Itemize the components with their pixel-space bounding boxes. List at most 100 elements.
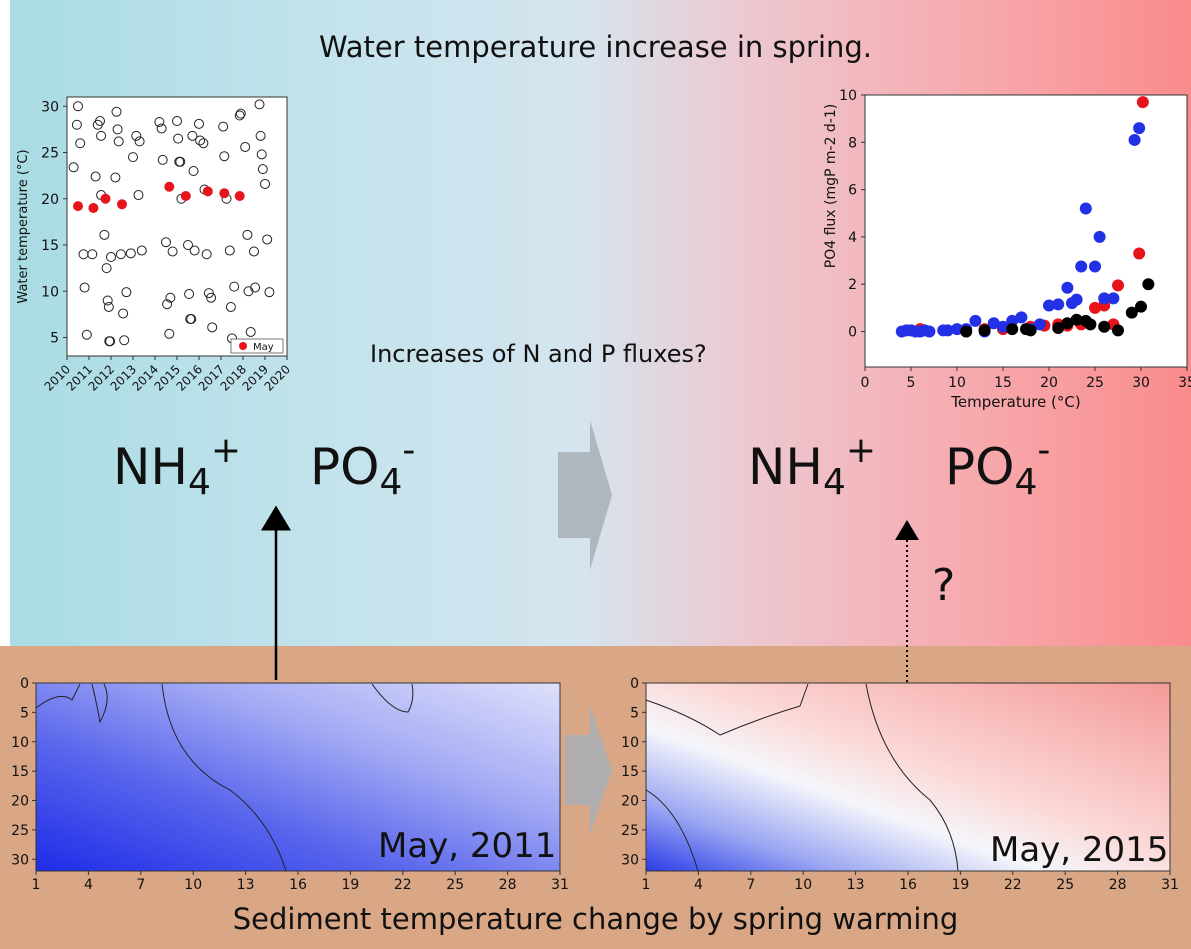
data-point (175, 156, 186, 167)
transition-arrow-top (558, 420, 612, 570)
data-point-may (88, 203, 99, 213)
plot-frame (66, 96, 288, 357)
y-tick-label: 10 (839, 88, 857, 104)
data-point-black (978, 324, 991, 337)
data-point (262, 234, 273, 245)
x-tick-label: 30 (1132, 375, 1150, 391)
y-tick-label: 20 (621, 794, 639, 810)
data-point-red (1133, 247, 1146, 260)
x-tick-label: 16 (899, 877, 917, 893)
ammonium-formula-left: NH4+ (113, 430, 242, 503)
y-tick-label: 0 (630, 676, 639, 692)
data-point-blue (987, 317, 1000, 330)
data-point-may (73, 201, 83, 212)
x-tick-label: 31 (1161, 877, 1179, 893)
phosphate-formula-left: PO4- (310, 430, 416, 503)
data-point (172, 116, 182, 127)
x-tick-label: 15 (994, 375, 1012, 391)
y-tick-label: 25 (11, 823, 29, 839)
question-text: Increases of N and P fluxes? (370, 340, 707, 368)
heatmap-label-2015: May, 2015 (990, 830, 1169, 870)
data-point (201, 249, 212, 260)
data-point (167, 246, 178, 257)
data-point-may (234, 190, 245, 201)
data-point (189, 245, 200, 256)
data-point-may (100, 193, 111, 204)
data-point-blue (1133, 122, 1146, 135)
x-tick-label: 19 (951, 877, 969, 893)
y-axis-label: Water temperature (°C) (16, 149, 31, 303)
data-point-red (1136, 96, 1149, 109)
y-tick-label: 5 (630, 705, 639, 721)
data-point-black (960, 325, 973, 338)
data-point (115, 249, 126, 260)
data-point-black (1061, 317, 1074, 330)
main-title: Water temperature increase in spring. (318, 30, 873, 64)
data-point-black (1006, 323, 1019, 336)
x-tick-label: 22 (394, 877, 412, 893)
x-tick-label: 20 (1040, 375, 1058, 391)
data-point-may (202, 186, 213, 197)
data-point (118, 308, 129, 319)
x-tick-label: 25 (1056, 877, 1074, 893)
data-point (73, 101, 83, 112)
bottom-title: Sediment temperature change by spring wa… (232, 902, 959, 936)
data-point (207, 322, 218, 333)
y-tick-label: 10 (11, 735, 29, 751)
data-point (96, 130, 107, 141)
data-point (101, 263, 112, 274)
data-point-blue (1043, 299, 1055, 312)
data-point (255, 130, 266, 141)
data-point (219, 151, 230, 162)
y-tick-label: 20 (11, 794, 29, 810)
x-tick-label: 7 (136, 877, 145, 893)
x-tick-label: 22 (1004, 877, 1022, 893)
data-point-black (1024, 324, 1037, 337)
data-point-blue (1015, 311, 1028, 324)
y-tick-label: 30 (11, 852, 29, 868)
data-point-black (1125, 306, 1138, 319)
po4-flux-chart: 0 2 4 6 8 10 0 5 10 15 20 25 30 35 Temperature (°C) PO4… (823, 88, 1191, 411)
contour-line (645, 789, 699, 872)
data-point (264, 287, 275, 298)
data-point (225, 301, 236, 312)
data-point-blue (923, 325, 936, 338)
data-point (224, 245, 235, 256)
phosphate-formula-right: PO4- (945, 430, 1051, 503)
data-point-blue (1128, 133, 1141, 146)
y-tick-label: 0 (848, 325, 857, 341)
legend-marker (239, 342, 247, 350)
y-tick-label: 15 (41, 238, 59, 254)
data-point (90, 171, 101, 182)
data-point-black (1135, 300, 1147, 313)
x-tick-label: 1 (32, 877, 41, 893)
y-tick-label: 5 (50, 331, 59, 347)
y-tick-label: 15 (11, 764, 29, 780)
data-point-blue (1070, 293, 1083, 306)
data-point (218, 121, 229, 132)
y-tick-label: 4 (848, 230, 857, 246)
data-point-black (1070, 313, 1083, 326)
transition-arrow-bottom (565, 705, 612, 835)
data-point-red (1089, 301, 1101, 314)
y-tick-label: 6 (848, 183, 857, 199)
data-point-blue (1075, 260, 1088, 273)
data-point-may (219, 188, 230, 199)
data-point (133, 190, 144, 201)
x-tick-label: 19 (341, 877, 359, 893)
x-tick-label: 10 (794, 877, 812, 893)
data-point (105, 336, 116, 347)
question-mark: ? (932, 560, 956, 611)
data-point (125, 248, 136, 259)
data-point-blue (1093, 230, 1106, 243)
data-point-blue (1006, 314, 1019, 327)
x-tick-label: 35 (1178, 375, 1191, 391)
heatmap-field (35, 682, 561, 872)
y-axis-label: PO4 flux (mgP m-2 d-1) (823, 104, 839, 268)
x-tick-label: 13 (847, 877, 865, 893)
data-point (206, 292, 217, 303)
x-tick-label: 16 (289, 877, 307, 893)
data-point (136, 245, 147, 256)
data-point-red (1112, 279, 1124, 292)
data-point (256, 149, 267, 160)
